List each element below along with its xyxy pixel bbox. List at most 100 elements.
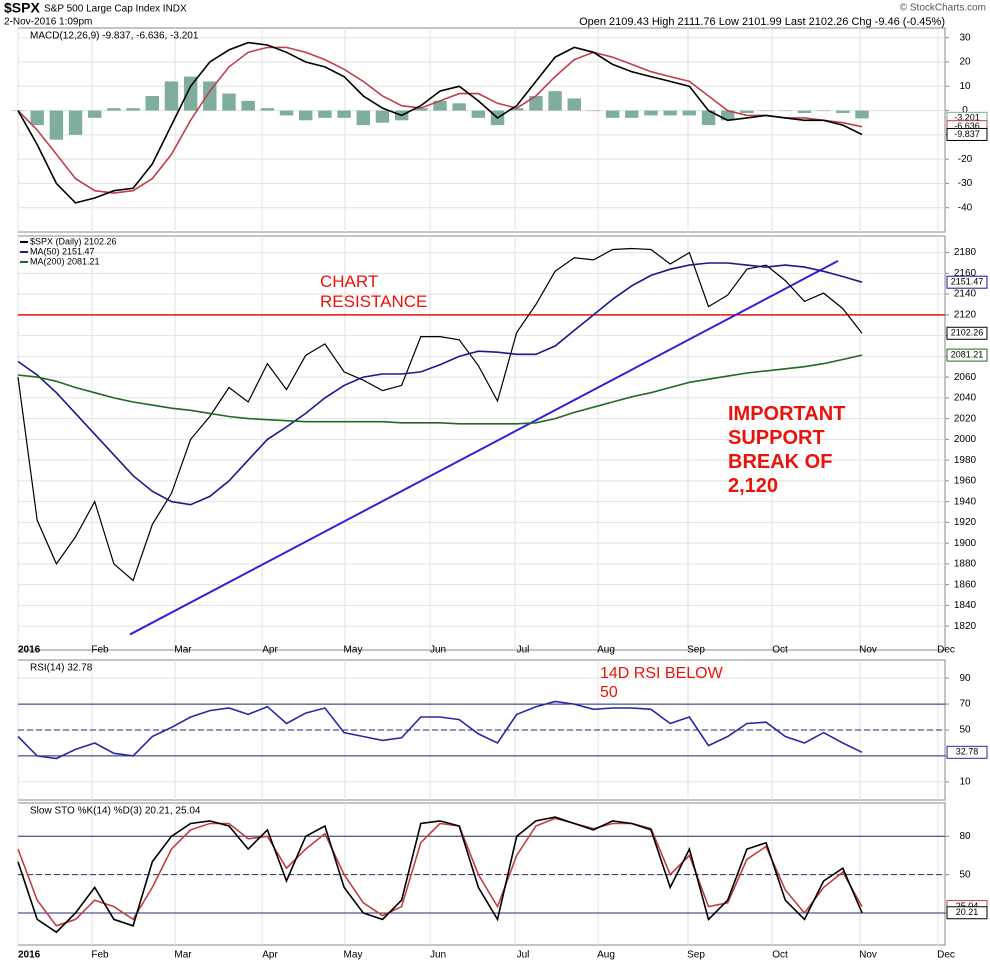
- y-tick-label: 1900: [954, 538, 977, 549]
- histogram-bar: [375, 110, 390, 123]
- histogram-bar: [644, 110, 658, 116]
- value-tag: [946, 745, 988, 759]
- y-tick-label: 1920: [954, 517, 977, 528]
- histogram-bar: [203, 81, 217, 111]
- y-tick-label: 1840: [954, 600, 977, 611]
- y-tick-label: 20: [959, 57, 971, 68]
- histogram-bar: [797, 110, 812, 113]
- y-tick-label: 1820: [954, 621, 977, 632]
- value-tag: [946, 906, 988, 920]
- histogram-bar: [126, 108, 140, 111]
- histogram-bar: [605, 110, 620, 118]
- histogram-bar: [356, 110, 370, 126]
- y-tick-label: 1980: [954, 455, 977, 466]
- y-tick-label: -40: [958, 202, 973, 213]
- value-tag: [946, 326, 988, 340]
- x-tick-label: Nov: [859, 645, 877, 656]
- x-tick-label: Feb: [91, 950, 109, 961]
- x-tick-label: Sep: [687, 645, 705, 656]
- histogram-bar: [318, 110, 332, 118]
- y-tick-label: 1860: [954, 579, 977, 590]
- panel-title: Slow STO %K(14) %D(3) 20.21, 25.04: [30, 806, 201, 817]
- series-line: [17, 41, 863, 204]
- y-tick-label: 2040: [954, 393, 977, 404]
- date: 2-Nov-2016 1:09pm: [4, 17, 92, 28]
- y-tick-label: 2120: [954, 309, 977, 320]
- x-tick-label: 2016: [18, 950, 41, 961]
- value-tag-label: -3.201: [954, 113, 980, 123]
- histogram-bar: [548, 91, 562, 111]
- histogram-bar: [625, 110, 639, 118]
- legend-swatch: [20, 251, 28, 253]
- y-tick-label: 90: [959, 673, 971, 684]
- histogram-bar: [586, 110, 601, 112]
- histogram-bar: [759, 110, 773, 112]
- series-line: [17, 247, 863, 582]
- x-tick-label: Aug: [597, 950, 615, 961]
- histogram-bar: [222, 93, 236, 111]
- legend-swatch: [20, 261, 28, 263]
- trend-line: [129, 260, 839, 636]
- histogram-bar: [337, 110, 351, 118]
- histogram-bar: [721, 110, 735, 121]
- annotation: CHART RESISTANCE: [320, 272, 428, 312]
- panel: [17, 235, 946, 651]
- histogram-bar: [682, 110, 697, 116]
- series-line: [17, 262, 863, 506]
- x-tick-label: Oct: [772, 645, 788, 656]
- value-tag-label: -6.636: [954, 121, 980, 131]
- histogram-bar: [164, 81, 179, 111]
- series-line: [17, 46, 863, 194]
- y-tick-label: 10: [959, 776, 971, 787]
- histogram-bar: [855, 110, 869, 119]
- y-tick-label: 2140: [954, 289, 977, 300]
- histogram-bar: [701, 110, 716, 126]
- histogram-bar: [778, 110, 792, 112]
- histogram-bar: [49, 110, 64, 140]
- legend-label: MA(200) 2081.21: [30, 256, 100, 266]
- value-tag-label: 25.04: [956, 901, 979, 911]
- x-tick-label: Apr: [262, 645, 278, 656]
- value-tag-label: 2081.21: [951, 349, 984, 359]
- x-tick-label: Sep: [687, 950, 705, 961]
- legend-label: MA(50) 2151.47: [30, 246, 95, 256]
- value-tag-label: 2102.26: [951, 328, 984, 338]
- y-tick-label: 1960: [954, 476, 977, 487]
- legend-swatch: [20, 241, 28, 243]
- x-tick-label: Nov: [859, 950, 877, 961]
- histogram-bar: [68, 110, 83, 135]
- y-tick-label: 50: [959, 725, 971, 736]
- value-tag-label: 2151.47: [951, 277, 984, 287]
- y-tick-label: -20: [958, 154, 973, 165]
- x-tick-label: Jun: [430, 950, 446, 961]
- y-tick-label: 10: [959, 81, 971, 92]
- histogram-bar: [299, 110, 313, 121]
- x-tick-label: Mar: [174, 645, 192, 656]
- histogram-bar: [279, 110, 294, 116]
- histogram-bar: [414, 108, 428, 111]
- value-tag: [946, 348, 988, 362]
- histogram-bar: [452, 103, 466, 111]
- x-tick-label: Feb: [91, 645, 109, 656]
- value-tag: [946, 127, 988, 141]
- histogram-bar: [567, 98, 581, 111]
- annotation: 14D RSI BELOW 50: [600, 665, 723, 702]
- x-tick-label: Jul: [517, 645, 530, 656]
- histogram-bar: [663, 110, 677, 116]
- series-line: [17, 354, 863, 425]
- panel: [17, 802, 946, 946]
- histogram-bar: [107, 108, 121, 111]
- x-tick-label: May: [344, 645, 363, 656]
- histogram-bar: [836, 110, 850, 113]
- x-tick-label: Oct: [772, 950, 788, 961]
- histogram-bar: [88, 110, 102, 118]
- histogram-bar: [145, 96, 159, 111]
- y-tick-label: 2060: [954, 372, 977, 383]
- value-tag-label: 32.78: [956, 747, 979, 757]
- legend-label: $SPX (Daily) 2102.26: [30, 236, 117, 246]
- x-tick-label: May: [344, 950, 363, 961]
- panel-title: RSI(14) 32.78: [30, 663, 93, 674]
- credit: © StockCharts.com: [900, 3, 986, 14]
- quote: Open 2109.43 High 2111.76 Low 2101.99 La…: [579, 16, 945, 28]
